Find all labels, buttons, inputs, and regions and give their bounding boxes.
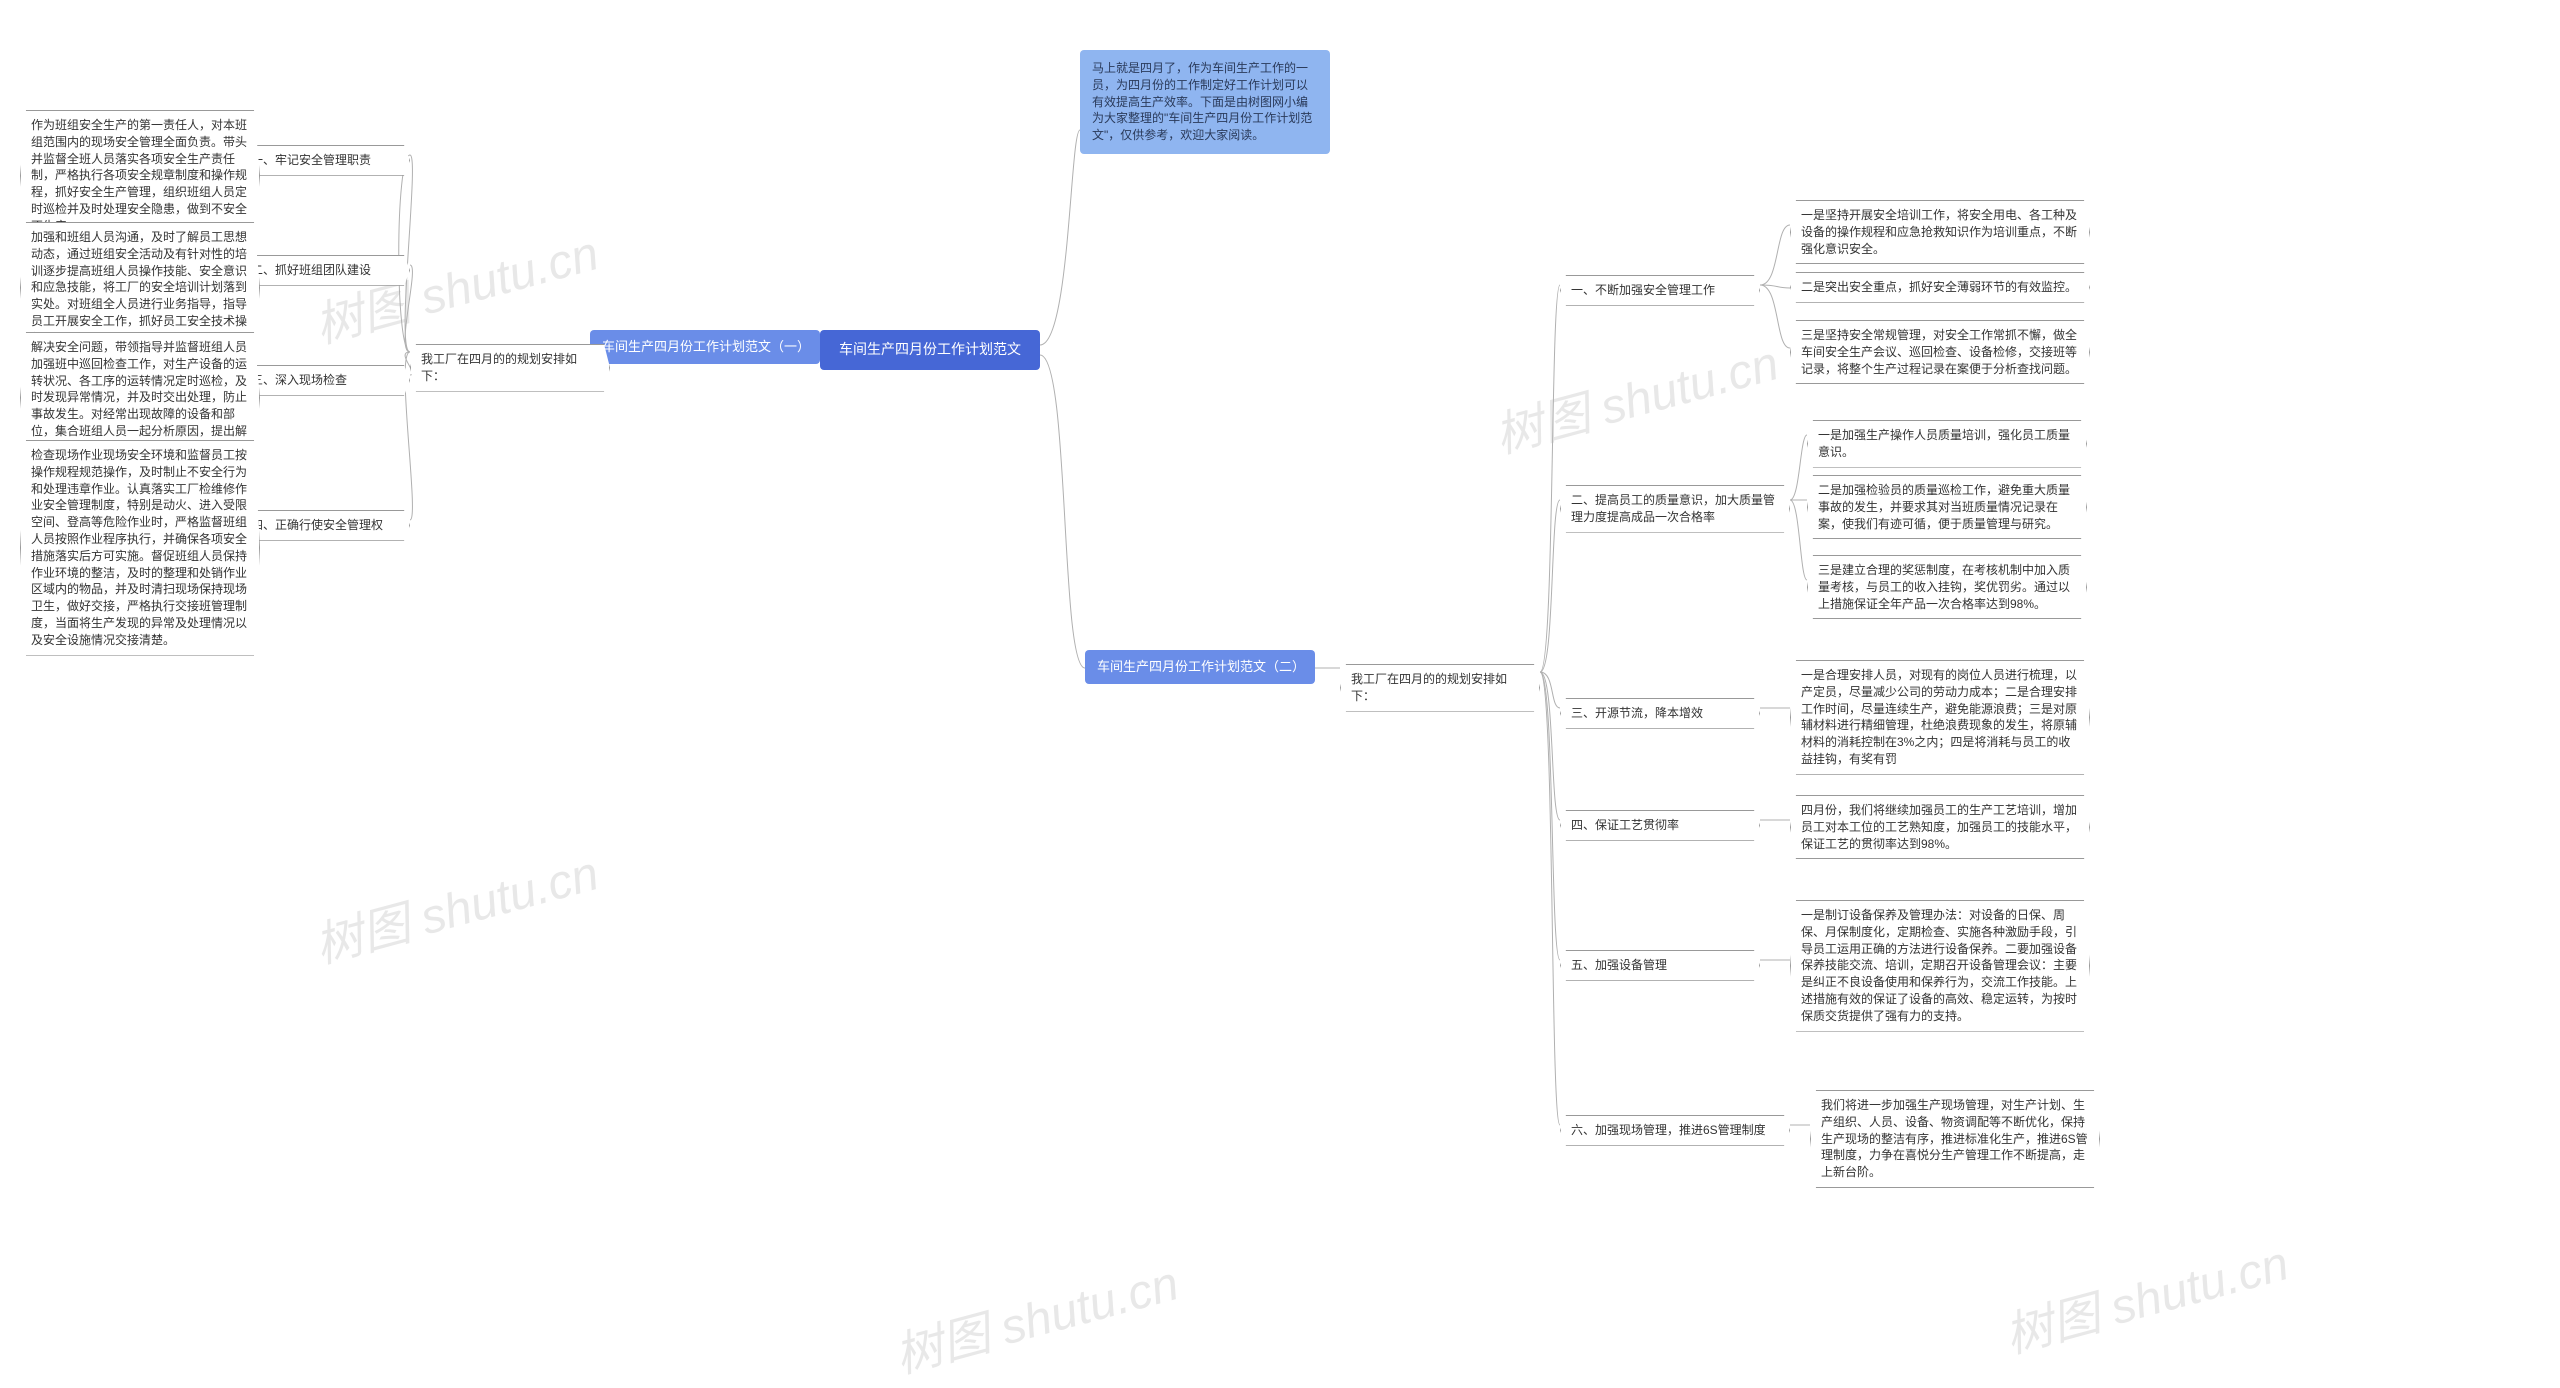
part2-item3-label: 三、开源节流，降本增效	[1560, 698, 1760, 729]
watermark: 树图 shutu.cn	[886, 1244, 1185, 1387]
watermark: 树图 shutu.cn	[306, 834, 605, 977]
part2-item5-label: 五、加强设备管理	[1560, 950, 1760, 981]
part1-item4-detail: 检查现场作业现场安全环境和监督员工按操作规程规范操作，及时制止不安全行为和处理违…	[20, 440, 260, 656]
part2-item1-label: 一、不断加强安全管理工作	[1560, 275, 1760, 306]
part1-schedule: 我工厂在四月的的规划安排如下：	[410, 344, 610, 392]
part2-schedule: 我工厂在四月的的规划安排如下：	[1340, 664, 1540, 712]
part2-item4-detail: 四月份，我们将继续加强员工的生产工艺培训，增加员工对本工位的工艺熟知度，加强员工…	[1790, 795, 2090, 859]
part2-item6-label: 六、加强现场管理，推进6S管理制度	[1560, 1115, 1790, 1146]
part2-item2-detail2: 二是加强检验员的质量巡检工作，避免重大质量事故的发生，并要求其对当班质量情况记录…	[1807, 475, 2087, 539]
part2-item5-detail: 一是制订设备保养及管理办法：对设备的日保、周保、月保制度化，定期检查、实施各种激…	[1790, 900, 2090, 1032]
part2-item1-detail2: 二是突出安全重点，抓好安全薄弱环节的有效监控。	[1790, 272, 2090, 303]
part1-title[interactable]: 车间生产四月份工作计划范文（一）	[590, 330, 820, 364]
part2-item3-detail: 一是合理安排人员，对现有的岗位人员进行梳理，以产定员，尽量减少公司的劳动力成本；…	[1790, 660, 2090, 775]
part1-item3-label: 三、深入现场检查	[240, 365, 410, 396]
part2-item2-label: 二、提高员工的质量意识，加大质量管理力度提高成品一次合格率	[1560, 485, 1790, 533]
part1-item2-label: 二、抓好班组团队建设	[240, 255, 410, 286]
part1-item1-detail: 作为班组安全生产的第一责任人，对本班组范围内的现场安全管理全面负责。带头并监督全…	[20, 110, 260, 242]
part2-item1-detail1: 一是坚持开展安全培训工作，将安全用电、各工种及设备的操作规程和应急抢救知识作为培…	[1790, 200, 2090, 264]
watermark: 树图 shutu.cn	[1996, 1224, 2295, 1367]
part2-item6-detail: 我们将进一步加强生产现场管理，对生产计划、生产组织、人员、设备、物资调配等不断优…	[1810, 1090, 2100, 1188]
part2-item2-detail1: 一是加强生产操作人员质量培训，强化员工质量意识。	[1807, 420, 2087, 468]
part2-title[interactable]: 车间生产四月份工作计划范文（二）	[1085, 650, 1315, 684]
mindmap-canvas: 树图 shutu.cn 树图 shutu.cn 树图 shutu.cn 树图 s…	[0, 0, 2560, 1388]
part1-item1-label: 一、牢记安全管理职责	[240, 145, 410, 176]
part2-item4-label: 四、保证工艺贯彻率	[1560, 810, 1760, 841]
watermark: 树图 shutu.cn	[1486, 324, 1785, 467]
connectors	[0, 0, 2560, 1388]
root-node[interactable]: 车间生产四月份工作计划范文	[820, 330, 1040, 370]
part2-item2-detail3: 三是建立合理的奖惩制度，在考核机制中加入质量考核，与员工的收入挂钩，奖优罚劣。通…	[1807, 555, 2087, 619]
intro-node: 马上就是四月了，作为车间生产工作的一员，为四月份的工作制定好工作计划可以有效提高…	[1080, 50, 1330, 154]
part2-item1-detail3: 三是坚持安全常规管理，对安全工作常抓不懈，做全车间安全生产会议、巡回检查、设备检…	[1790, 320, 2090, 384]
part1-item4-label: 四、正确行使安全管理权	[240, 510, 410, 541]
